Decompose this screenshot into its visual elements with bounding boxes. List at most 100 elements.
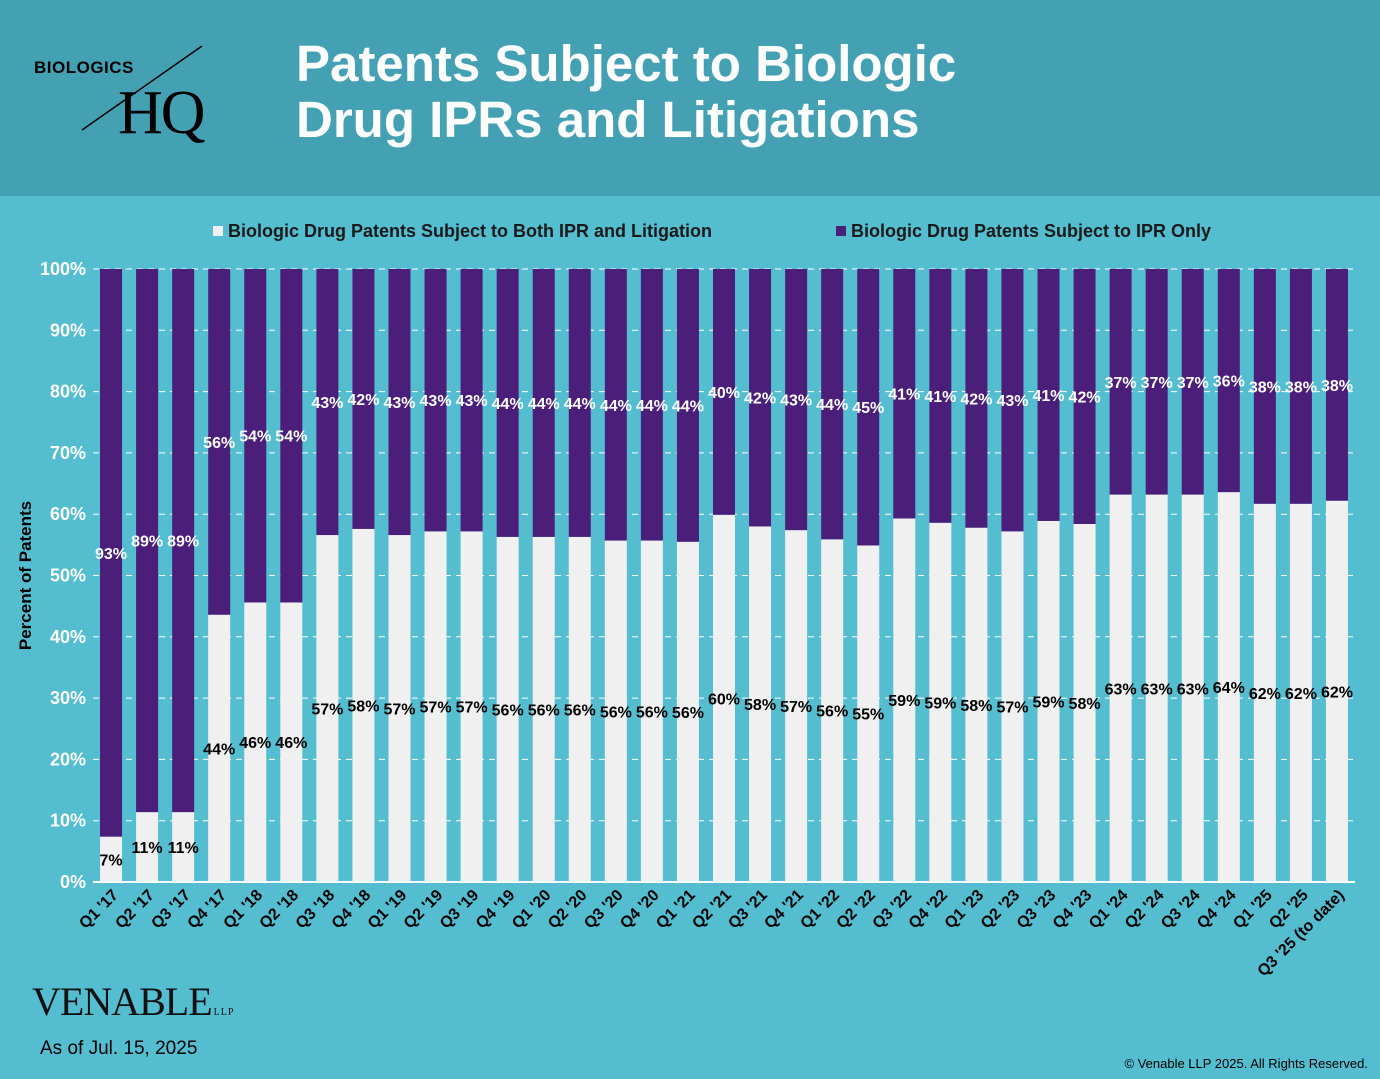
data-label-both: 55% [852,707,884,724]
x-tick-label: Q4 '23 [1050,887,1096,933]
data-label-both: 63% [1105,681,1137,698]
logo-text-hq: HQ [118,79,206,147]
bar-both [352,528,375,882]
bar-ipr-only [136,269,159,813]
bar-ipr-only [965,269,988,528]
data-label-both: 57% [456,700,488,717]
bar-ipr-only [1073,269,1096,525]
data-label-both: 46% [239,735,271,752]
data-label-ipr-only: 37% [1177,375,1209,392]
bar-ipr-only [857,269,880,546]
bar-both [1289,503,1312,882]
data-label-both: 46% [275,735,307,752]
bar-ipr-only [1109,269,1132,495]
bar-both [640,540,663,882]
x-tick-label: Q3 '23 [1014,887,1060,933]
data-label-ipr-only: 54% [275,429,307,446]
data-label-ipr-only: 43% [383,395,415,412]
data-label-ipr-only: 42% [960,391,992,408]
bar-ipr-only [604,269,627,541]
data-label-ipr-only: 38% [1249,379,1281,396]
bar-ipr-only [100,269,123,837]
y-axis-title: Percent of Patents [16,501,35,650]
bar-ipr-only [388,269,411,536]
bar-ipr-only [893,269,916,519]
data-label-ipr-only: 44% [492,396,524,413]
bar-both [1037,520,1060,882]
y-tick-label: 70% [50,443,86,463]
y-tick-label: 90% [50,320,86,340]
data-label-both: 56% [600,704,632,721]
bar-ipr-only [1253,269,1276,504]
bar-both [929,522,952,882]
data-label-both: 63% [1177,681,1209,698]
bar-both [893,518,916,882]
x-tick-label: Q4 '24 [1194,887,1240,933]
legend-swatch-both [213,226,223,236]
x-tick-label: Q3 '17 [148,887,194,933]
x-tick-label: Q1 '19 [365,887,411,933]
bar-both [208,614,231,882]
bar-both [965,527,988,882]
data-label-both: 56% [528,702,560,719]
bar-ipr-only [316,269,339,536]
data-label-ipr-only: 43% [456,393,488,410]
bar-ipr-only [676,269,699,542]
bar-both [100,836,123,882]
data-label-both: 7% [99,852,122,869]
bar-both [1325,500,1348,882]
bar-ipr-only [424,269,447,532]
bar-both [424,531,447,882]
bar-both [1217,492,1240,882]
x-tick-label: Q4 '18 [329,887,375,933]
bar-both [1145,494,1168,882]
bar-ipr-only [713,269,735,515]
x-tick-label: Q4 '20 [617,887,663,933]
page-title: Patents Subject to Biologic Drug IPRs an… [296,36,956,148]
data-label-ipr-only: 89% [167,534,199,551]
bar-ipr-only [532,269,555,537]
bar-ipr-only [929,269,952,523]
header-banner: BIOLOGICS HQ Patents Subject to Biologic… [0,0,1380,196]
x-tick-label: Q4 '17 [184,887,230,933]
x-tick-label: Q1 '21 [653,887,699,933]
data-label-ipr-only: 44% [672,398,704,415]
bar-ipr-only [1181,269,1204,495]
x-tick-label: Q3 '18 [293,887,339,933]
as-of-date: As of Jul. 15, 2025 [40,1038,198,1059]
bar-both [604,540,627,882]
x-tick-label: Q3 '22 [870,887,916,933]
x-tick-label: Q1 '22 [797,887,843,933]
bar-ipr-only [1037,269,1060,521]
bar-both [460,531,483,882]
data-label-both: 58% [1069,696,1101,713]
data-label-both: 57% [420,700,452,717]
bar-both [496,536,519,882]
bar-both [749,526,772,882]
bar-ipr-only [460,269,483,532]
bar-ipr-only [1289,269,1312,504]
x-tick-label: Q1 '24 [1086,887,1132,933]
data-label-ipr-only: 45% [852,400,884,417]
data-label-both: 62% [1249,686,1281,703]
bar-both [1181,494,1204,882]
y-tick-label: 20% [50,749,86,769]
bar-ipr-only [172,269,195,813]
venable-llp-suffix: LLP [213,1007,235,1018]
data-label-both: 44% [203,741,235,758]
data-label-both: 64% [1213,680,1245,697]
x-tick-label: Q2 '18 [257,887,303,933]
bar-both [1253,503,1276,882]
bar-both [821,539,844,882]
x-tick-label: Q2 '24 [1122,887,1168,933]
data-label-ipr-only: 41% [924,389,956,406]
data-label-ipr-only: 37% [1105,375,1137,392]
bar-both [713,514,735,882]
x-tick-label: Q1 '20 [509,887,555,933]
x-tick-label: Q2 '22 [834,887,880,933]
bar-ipr-only [352,269,375,529]
data-label-both: 56% [564,702,596,719]
y-tick-label: 80% [50,382,86,402]
legend-label-both: Biologic Drug Patents Subject to Both IP… [228,221,712,241]
data-label-both: 57% [780,699,812,716]
